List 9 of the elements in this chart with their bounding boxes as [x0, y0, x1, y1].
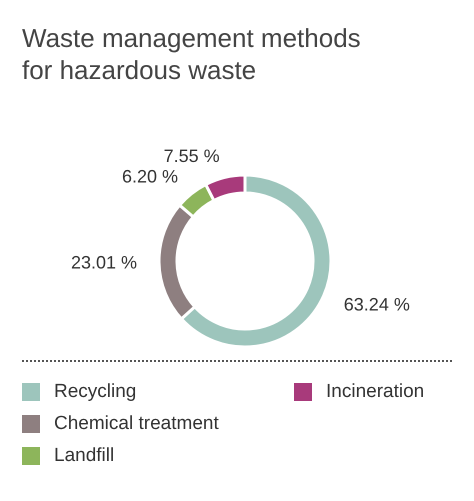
legend-label: Landfill [54, 445, 114, 467]
chart-title: Waste management methods for hazardous waste [21, 22, 362, 86]
data-label: 63.24 % [344, 294, 410, 315]
legend-label: Incineration [326, 381, 424, 403]
legend-label: Recycling [54, 381, 136, 403]
data-label: 23.01 % [70, 252, 138, 273]
data-label: 6.20 % [122, 166, 178, 186]
legend-label: Chemical treatment [54, 413, 219, 435]
data-label: 7.55 % [164, 146, 220, 166]
